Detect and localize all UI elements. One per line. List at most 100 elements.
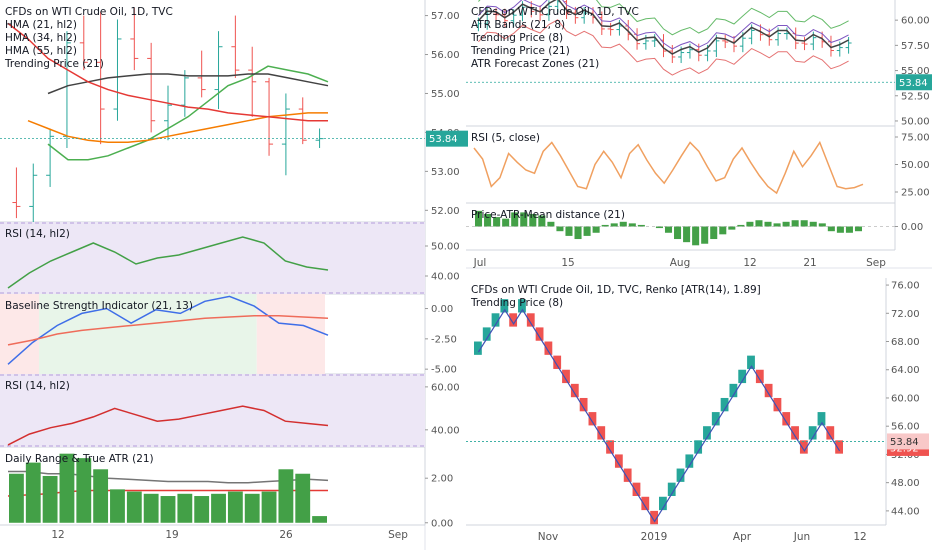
left-atr-bar — [244, 493, 260, 523]
renko-brick — [694, 440, 703, 454]
right-pamd-bar — [674, 226, 682, 240]
renko-brick — [500, 299, 509, 313]
right-pamd-legend-0: Price-ATR-Mean distance (21) — [471, 209, 625, 221]
renko-brick — [835, 440, 843, 454]
right-renko-ytick-label: 72.00 — [891, 309, 920, 320]
renko-brick — [755, 369, 764, 384]
right-pamd-ytick-label: 0.00 — [901, 222, 923, 233]
left-rsi-1-ytick-label: 50.00 — [431, 242, 460, 253]
right-pamd-bar — [592, 226, 600, 233]
left-price-legend-4: Trending Price (21) — [4, 58, 104, 70]
right-renko-ytick-label: 56.00 — [891, 422, 920, 433]
right-renko-legend-0: CFDs on WTI Crude Oil, 1D, TVC, Renko [A… — [471, 284, 761, 296]
right-price-ytick-label: 57.50 — [901, 41, 930, 52]
right-renko-last-price-badge — [887, 433, 929, 450]
renko-brick — [729, 383, 738, 398]
left-atr-ytick-label: 2.00 — [431, 474, 453, 485]
renko-brick — [632, 482, 641, 496]
left-price-legend-2: HMA (34, hl2) — [5, 32, 77, 44]
left-bsi-ytick-label: -2.50 — [431, 334, 457, 345]
right-pamd-bar — [619, 221, 627, 227]
left-bsi-region — [39, 294, 257, 374]
right-pamd-bar — [520, 212, 528, 227]
right-price-legend-1: ATR Bands (21, 8) — [471, 19, 565, 31]
x-axis-label: Jun — [793, 531, 810, 543]
right-renko-ytick-label: 68.00 — [891, 337, 920, 348]
renko-brick — [579, 397, 588, 412]
renko-brick — [544, 341, 553, 355]
right-pamd-bar — [547, 221, 555, 227]
right-price-ytick-label: 55.00 — [901, 66, 930, 77]
trending-price-8 — [478, 0, 849, 50]
left-rsi-2-band — [0, 374, 425, 447]
left-price-ytick-label: 53.00 — [431, 167, 460, 178]
renko-brick — [773, 397, 782, 412]
left-atr-bar — [194, 496, 210, 523]
right-rsi-ytick-label: 25.00 — [901, 188, 930, 199]
right-rsi-series-orange_rsi — [473, 140, 864, 195]
renko-brick — [676, 468, 685, 482]
right-pamd-bar — [773, 223, 781, 227]
left-price-panel: 57.0056.0055.0054.0053.0052.0053.84CFDs … — [0, 0, 468, 223]
renko-brick — [659, 496, 667, 511]
right-pamd-bar — [719, 226, 727, 235]
x-axis-label: 26 — [279, 529, 293, 541]
left-rsi-1-ytick-label: 40.00 — [431, 272, 460, 283]
left-rsi-2-panel: 60.00 40.00 RSI (14, hl2) — [0, 374, 460, 448]
left-bsi-region — [256, 294, 325, 374]
left-atr-bar — [76, 458, 92, 523]
left-atr-bar — [177, 493, 193, 523]
right-price-panel: 60.00 57.50 55.00 52.50 50.00 53.84 CFDs on WT… — [466, 0, 932, 127]
renko-brick — [518, 299, 526, 313]
trending-price-21 — [477, 0, 849, 55]
left-price-ytick-label: 57.00 — [431, 11, 460, 22]
right-pamd-bar — [574, 226, 582, 240]
renko-brick — [482, 327, 491, 341]
right-pamd-bar — [601, 224, 609, 227]
left-price-ytick-label: 55.00 — [431, 89, 460, 100]
right-pamd-bar — [845, 226, 853, 233]
renko-brick — [535, 327, 544, 341]
right-pamd-bar — [538, 215, 546, 227]
left-price-series-hma34 — [27, 112, 328, 143]
left-bsi-series-bsi_blue — [7, 295, 329, 365]
x-axis-label: Aug — [670, 257, 691, 269]
renko-brick — [614, 454, 623, 468]
renko-brick — [738, 369, 747, 384]
right-pamd-bar — [836, 226, 844, 233]
x-axis-label: 12 — [51, 529, 64, 541]
right-pamd-bar — [655, 226, 663, 229]
left-bsi-ytick-label: 0.00 — [431, 304, 453, 315]
right-pamd-bar — [565, 226, 573, 236]
left-atr-bar — [42, 475, 58, 523]
left-price-series-hma21 — [47, 65, 329, 161]
renko-brick — [562, 369, 570, 384]
x-axis-label: Apr — [733, 531, 752, 543]
left-atr-bar — [93, 469, 109, 523]
left-atr-bar — [261, 491, 277, 523]
renko-brick — [491, 313, 500, 327]
right-pamd-bar — [710, 226, 718, 240]
x-axis-label: 12 — [853, 531, 866, 543]
left-atr-bar — [110, 489, 125, 523]
renko-brick — [588, 412, 597, 426]
right-pamd-bar — [637, 224, 645, 227]
left-price-ytick-label: 56.00 — [431, 50, 460, 61]
renko-brick — [791, 426, 799, 440]
left-price-last-price-label: 53.84 — [429, 134, 458, 145]
right-pamd-bar — [809, 221, 817, 227]
x-axis-label: 12 — [743, 257, 756, 269]
right-pamd-bar — [484, 213, 492, 227]
left-bsi-region — [0, 294, 39, 374]
left-price-series-hma55 — [47, 73, 329, 95]
left-rsi-2-series-rsi2 — [7, 405, 329, 446]
right-pamd-bar — [854, 226, 862, 232]
right-pamd-bar — [583, 226, 591, 236]
right-pamd-panel: 0.00 Price-ATR-Mean distance (21) — [466, 203, 923, 251]
renko-brick — [720, 397, 729, 412]
left-atr-legend-0: Daily Range & True ATR (21) — [5, 453, 154, 465]
left-rsi-2-ytick-label: 40.00 — [431, 425, 460, 436]
right-rsi-panel: 75.00 50.00 25.00 RSI (5, close) — [466, 126, 930, 204]
x-axis-label: 21 — [803, 257, 816, 269]
right-pamd-bar — [728, 226, 736, 230]
